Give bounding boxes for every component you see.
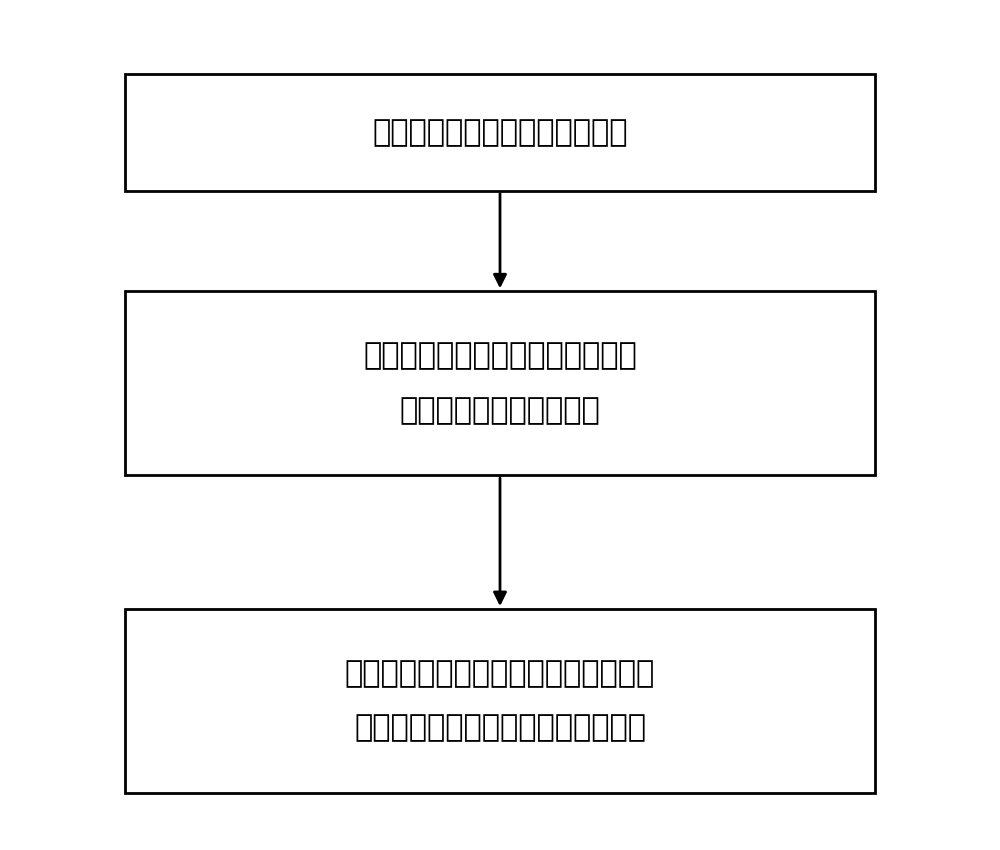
Text: 根据动力部的动力输出轴的转速得: 根据动力部的动力输出轴的转速得 — [363, 342, 637, 371]
FancyBboxPatch shape — [125, 609, 875, 793]
Text: 采集动力部的动力输出轴的转速: 采集动力部的动力输出轴的转速 — [372, 118, 628, 147]
Text: 切换动力部的动力输出轴的旋转方向: 切换动力部的动力输出轴的旋转方向 — [354, 714, 646, 743]
FancyBboxPatch shape — [125, 74, 875, 191]
Text: 调节所述动力部的动力输出轴的转速和: 调节所述动力部的动力输出轴的转速和 — [345, 660, 655, 688]
Text: 到拖缆行走部的移动速度: 到拖缆行走部的移动速度 — [400, 396, 600, 425]
FancyBboxPatch shape — [125, 292, 875, 475]
